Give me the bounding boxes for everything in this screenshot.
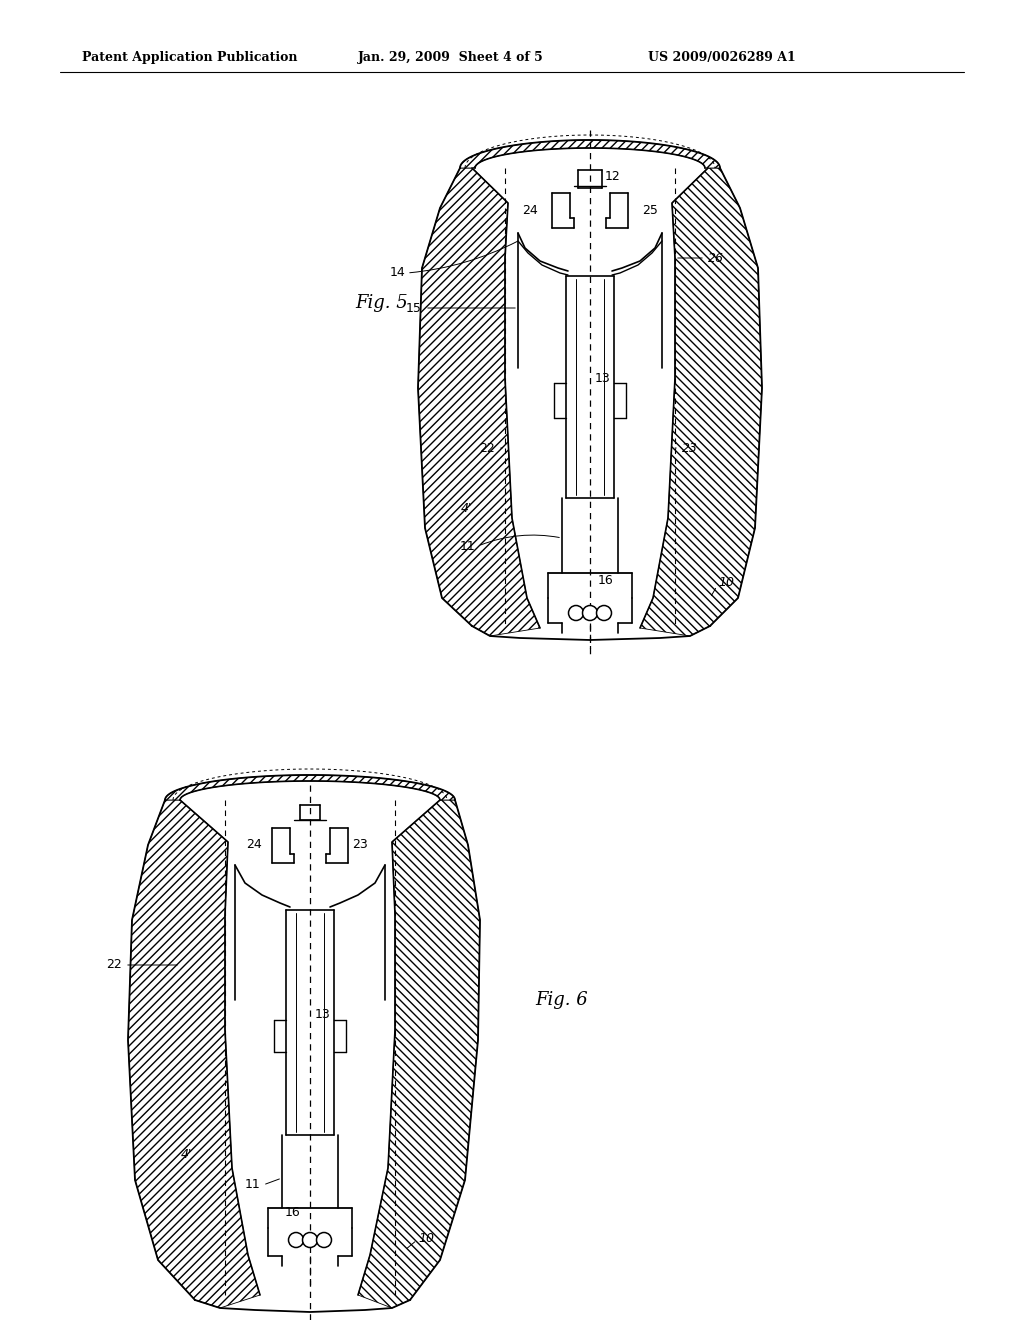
Text: Patent Application Publication: Patent Application Publication <box>82 51 298 65</box>
Circle shape <box>597 606 611 620</box>
Text: 22: 22 <box>106 958 122 972</box>
Text: 24: 24 <box>246 838 262 851</box>
Text: 22: 22 <box>479 441 495 454</box>
Polygon shape <box>165 775 455 800</box>
Text: 11: 11 <box>245 1179 260 1192</box>
Text: 12: 12 <box>605 169 621 182</box>
Polygon shape <box>128 800 260 1308</box>
Circle shape <box>568 606 584 620</box>
Polygon shape <box>358 800 480 1308</box>
Polygon shape <box>460 140 720 168</box>
Polygon shape <box>418 168 540 636</box>
Circle shape <box>302 1233 317 1247</box>
Text: Jan. 29, 2009  Sheet 4 of 5: Jan. 29, 2009 Sheet 4 of 5 <box>358 51 544 65</box>
Text: 4': 4' <box>180 1148 193 1162</box>
Circle shape <box>583 606 597 620</box>
Text: 15: 15 <box>407 301 422 314</box>
Text: Fig. 5: Fig. 5 <box>355 294 408 312</box>
Text: 10: 10 <box>418 1232 434 1245</box>
Text: 24: 24 <box>522 203 538 216</box>
Text: 23: 23 <box>352 838 368 851</box>
Text: 14: 14 <box>389 267 406 280</box>
Text: 16: 16 <box>598 574 613 587</box>
Text: 13: 13 <box>315 1008 331 1022</box>
Text: 23: 23 <box>682 441 698 454</box>
Text: US 2009/0026289 A1: US 2009/0026289 A1 <box>648 51 796 65</box>
Circle shape <box>289 1233 303 1247</box>
Text: Fig. 6: Fig. 6 <box>535 991 588 1008</box>
Circle shape <box>316 1233 332 1247</box>
Text: 10: 10 <box>718 577 734 590</box>
Text: 25: 25 <box>642 203 657 216</box>
Text: 4': 4' <box>461 502 472 515</box>
Text: 26: 26 <box>708 252 724 264</box>
Text: 16: 16 <box>285 1206 300 1220</box>
Polygon shape <box>640 168 762 636</box>
Text: 13: 13 <box>595 371 610 384</box>
Text: 11: 11 <box>459 540 475 553</box>
